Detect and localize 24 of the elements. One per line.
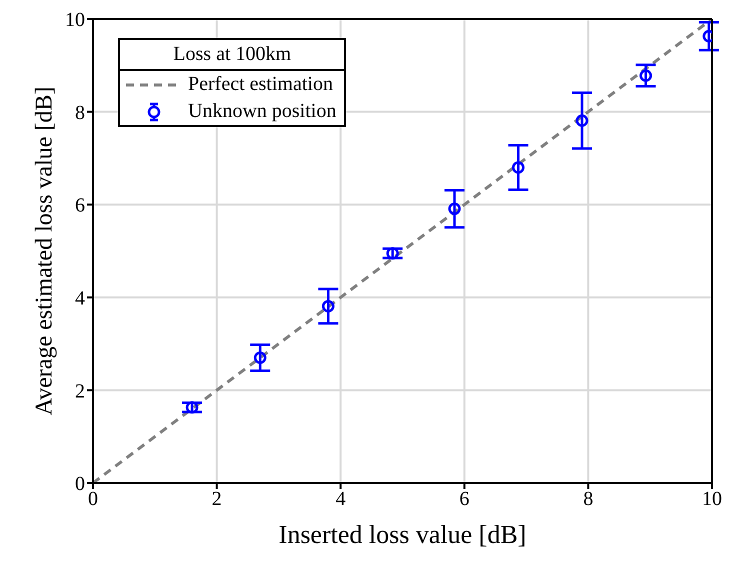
x-tick-label: 2: [212, 488, 222, 510]
point: [322, 300, 334, 312]
y-tick-label: 8: [75, 102, 85, 124]
point: [386, 247, 399, 260]
point: [254, 351, 266, 364]
x-tick-label: 8: [583, 488, 594, 510]
y-tick-label: 6: [75, 194, 85, 217]
point: [512, 161, 525, 174]
x-tick-label: 10: [702, 488, 722, 510]
y-tick-label: 0: [75, 473, 85, 496]
point: [640, 69, 652, 82]
x-tick-label: 4: [336, 488, 346, 510]
legend-label: Unknown position: [188, 100, 336, 123]
legend-label: Perfect estimation: [188, 73, 333, 96]
y-tick-label: 10: [65, 9, 85, 32]
y-tick-label: 4: [75, 288, 85, 310]
x-axis-title: Inserted loss value [dB]: [278, 520, 526, 549]
legend-title: Loss at 100km: [120, 40, 344, 71]
point: [576, 114, 588, 127]
point: [186, 401, 198, 414]
x-tick-label: 6: [459, 488, 470, 510]
y-axis-title: Average estimated loss value [dB]: [32, 86, 58, 416]
point: [448, 202, 461, 216]
y-tick-label: 2: [75, 380, 85, 402]
